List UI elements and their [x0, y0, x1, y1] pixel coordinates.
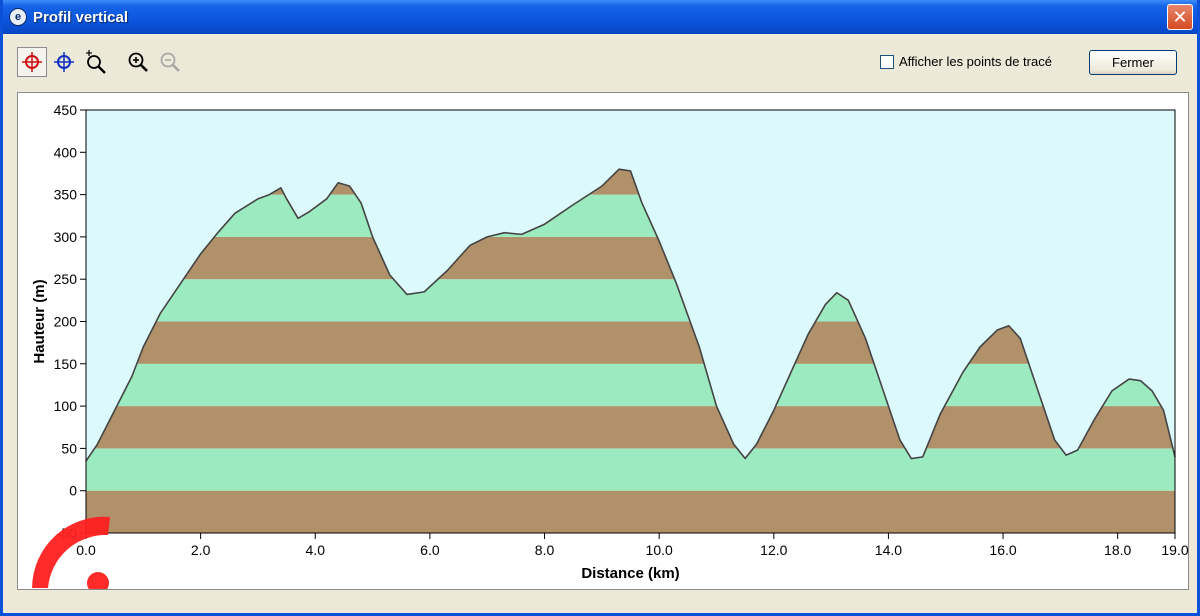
x-tick-label: 14.0	[875, 542, 902, 558]
elevation-band	[86, 406, 1175, 449]
elevation-profile-chart[interactable]: 450400350300250200150100500-500.02.04.06…	[18, 93, 1188, 589]
elevation-band	[86, 448, 1175, 491]
x-axis-label: Distance (km)	[581, 565, 679, 582]
elevation-band	[86, 490, 1175, 533]
window-title: Profil vertical	[33, 8, 129, 26]
x-tick-label: 8.0	[535, 542, 555, 558]
zoom-rect-tool-button[interactable]	[81, 47, 111, 77]
zoom-in-tool-button[interactable]	[123, 47, 153, 77]
y-tick-label: 350	[54, 187, 78, 203]
zoom-out-icon	[160, 52, 180, 72]
x-tick-label: 16.0	[989, 542, 1016, 558]
x-tick-label: 2.0	[191, 542, 211, 558]
zoom-out-tool-button[interactable]	[155, 47, 185, 77]
title-bar[interactable]: e Profil vertical ✕	[3, 0, 1197, 34]
y-tick-label: 100	[54, 398, 78, 414]
watermark-logo-arc	[32, 516, 110, 588]
y-tick-label: 400	[54, 144, 78, 160]
x-tick-label: 6.0	[420, 542, 440, 558]
window-close-button[interactable]: ✕	[1167, 4, 1193, 30]
y-tick-label: 200	[54, 314, 78, 330]
y-tick-label: 0	[69, 483, 77, 499]
profile-line	[85, 168, 1176, 462]
x-tick-label: 10.0	[646, 542, 673, 558]
y-axis-label: Hauteur (m)	[31, 279, 48, 363]
y-tick-label: 150	[54, 356, 78, 372]
show-track-points-checkbox[interactable]: Afficher les points de tracé	[880, 54, 1052, 69]
y-tick-label: 50	[61, 440, 77, 456]
crosshair-blue-tool-button[interactable]	[49, 47, 79, 77]
elevation-band	[86, 363, 1175, 407]
watermark-logo-dot	[87, 572, 109, 589]
x-tick-label: 12.0	[760, 542, 787, 558]
x-tick-label: 18.0	[1104, 542, 1131, 558]
toolbar	[17, 44, 187, 80]
checkbox-label: Afficher les points de tracé	[899, 54, 1052, 69]
checkbox-box[interactable]	[880, 54, 894, 69]
x-tick-label: 19.0	[1161, 542, 1188, 558]
e-globe-icon: e	[9, 8, 27, 26]
close-button[interactable]: Fermer	[1089, 50, 1177, 75]
y-tick-label: 300	[54, 229, 78, 245]
crosshair-blue-icon	[54, 52, 74, 72]
y-tick-label: 250	[54, 271, 78, 287]
crosshair-red-icon	[22, 52, 42, 72]
crosshair-red-tool-button[interactable]	[17, 47, 47, 77]
y-tick-label: 450	[54, 102, 78, 118]
zoom-rect-icon	[86, 50, 106, 74]
elevation-chart-panel: 450400350300250200150100500-500.02.04.06…	[17, 92, 1189, 590]
x-tick-label: 0.0	[76, 542, 96, 558]
x-tick-label: 4.0	[306, 542, 326, 558]
zoom-in-icon	[128, 52, 148, 72]
